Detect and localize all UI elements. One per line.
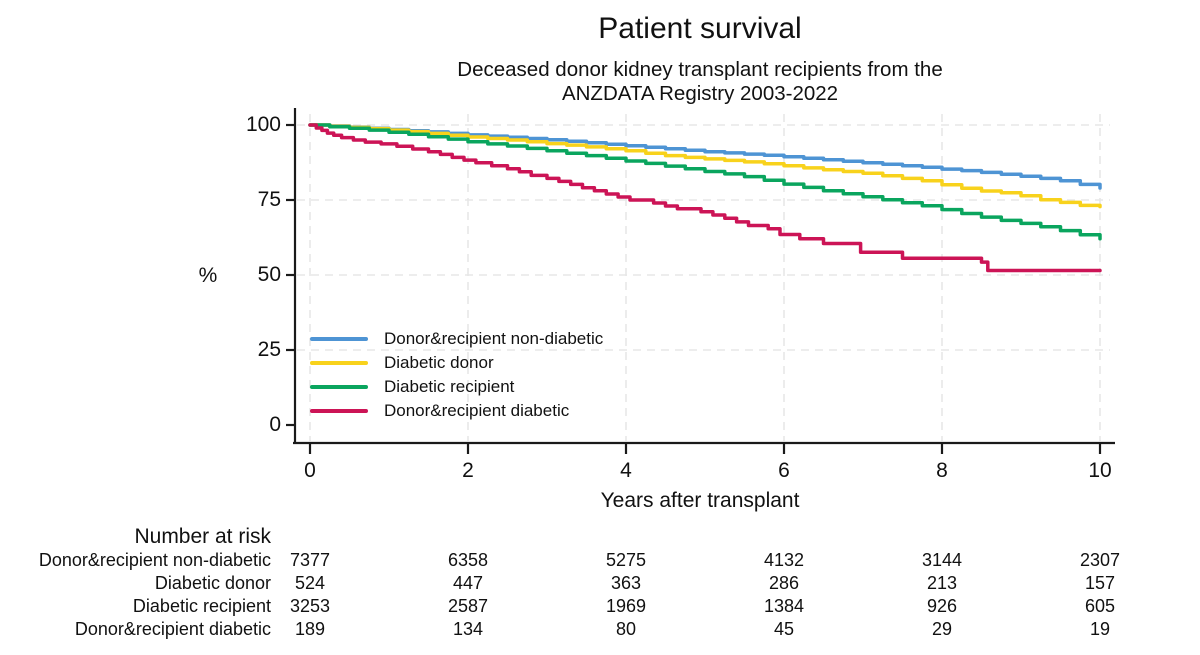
risk-value: 2307 (1079, 550, 1121, 570)
risk-value: 29 (931, 619, 953, 639)
chart-subtitle-line1: Deceased donor kidney transplant recipie… (457, 58, 943, 81)
legend-item: Donor&recipient non-diabetic (310, 327, 603, 351)
risk-value: 189 (294, 619, 326, 639)
risk-value: 213 (926, 573, 958, 593)
legend-label: Diabetic donor (384, 353, 494, 372)
risk-row-label: Donor&recipient non-diabetic (38, 550, 271, 570)
risk-value: 3253 (289, 596, 331, 616)
risk-value: 134 (452, 619, 484, 639)
chart-subtitle-line2: ANZDATA Registry 2003-2022 (561, 82, 839, 105)
risk-value: 4132 (763, 550, 805, 570)
risk-row-label: Diabetic donor (154, 573, 271, 593)
y-tick-label: 75 (257, 188, 281, 211)
x-tick-label: 6 (778, 459, 790, 482)
risk-value: 7377 (289, 550, 331, 570)
x-axis-title: Years after transplant (600, 489, 800, 512)
legend-item: Diabetic recipient (310, 375, 514, 399)
risk-row-label: Diabetic recipient (132, 596, 271, 616)
risk-value: 926 (926, 596, 958, 616)
legend-swatch-icon (310, 337, 368, 341)
y-tick-label: 25 (257, 338, 281, 361)
chart-subtitle: Deceased donor kidney transplant recipie… (295, 58, 1105, 106)
legend-label: Donor&recipient non-diabetic (384, 329, 604, 348)
survival-curve-donor-recipient-diabetic (308, 123, 1102, 273)
legend-swatch-icon (310, 361, 368, 365)
survival-curve-diabetic-recipient (308, 123, 1102, 241)
risk-value: 447 (452, 573, 484, 593)
risk-table-title: Number at risk (134, 525, 271, 548)
risk-value: 45 (773, 619, 795, 639)
survival-curve-diabetic-donor (308, 123, 1102, 209)
legend-label: Diabetic recipient (384, 377, 515, 396)
risk-value: 363 (610, 573, 642, 593)
risk-value: 6358 (447, 550, 489, 570)
legend-label: Donor&recipient diabetic (384, 401, 570, 420)
risk-value: 1384 (763, 596, 805, 616)
risk-value: 3144 (921, 550, 963, 570)
risk-value: 286 (768, 573, 800, 593)
x-tick-label: 10 (1088, 459, 1112, 482)
risk-value: 19 (1089, 619, 1111, 639)
y-tick-label: 50 (257, 263, 281, 286)
legend-swatch-icon (310, 409, 368, 413)
y-tick-label: 0 (269, 413, 281, 436)
legend-swatch-icon (310, 385, 368, 389)
x-tick-label: 8 (936, 459, 948, 482)
risk-value: 157 (1084, 573, 1116, 593)
x-tick-label: 0 (304, 459, 316, 482)
risk-value: 605 (1084, 596, 1116, 616)
risk-value: 1969 (605, 596, 647, 616)
y-axis-title: % (198, 264, 218, 287)
risk-value: 524 (294, 573, 326, 593)
legend-item: Donor&recipient diabetic (310, 399, 569, 423)
y-tick-label: 100 (245, 113, 281, 136)
risk-value: 80 (615, 619, 637, 639)
risk-value: 5275 (605, 550, 647, 570)
chart-title: Patient survival (598, 12, 802, 45)
risk-value: 2587 (447, 596, 489, 616)
legend-item: Diabetic donor (310, 351, 494, 375)
x-tick-label: 2 (462, 459, 474, 482)
x-tick-label: 4 (620, 459, 632, 482)
risk-row-label: Donor&recipient diabetic (74, 619, 271, 639)
